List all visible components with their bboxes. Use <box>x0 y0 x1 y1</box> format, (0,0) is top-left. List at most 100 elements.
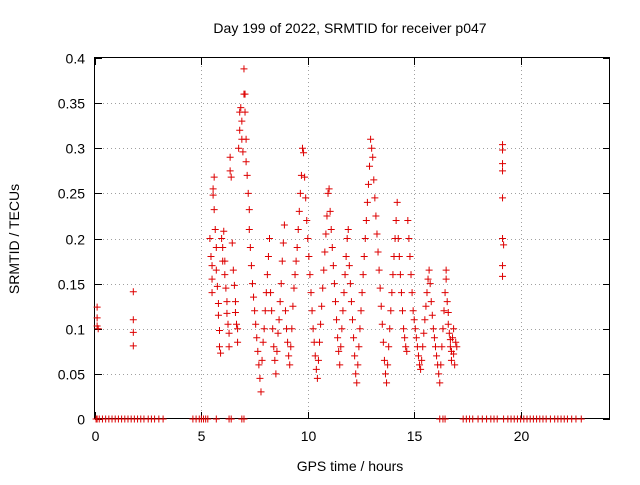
data-point <box>275 316 283 324</box>
data-point <box>267 289 275 297</box>
data-point <box>277 280 285 288</box>
data-point <box>260 325 268 333</box>
data-point <box>269 325 277 333</box>
data-point <box>237 104 245 112</box>
data-point <box>453 343 461 351</box>
data-point <box>426 280 434 288</box>
data-point <box>227 415 235 423</box>
axis-ticks: 0 0.05 0.1 0.15 0.2 0.25 0.3 0.35 0.4 0 5 10 15 20 <box>58 51 610 444</box>
data-point <box>284 338 292 346</box>
data-point <box>255 361 263 369</box>
data-point <box>499 160 507 168</box>
data-point <box>229 266 237 274</box>
data-point <box>209 185 217 193</box>
data-point <box>244 189 252 197</box>
data-point <box>278 257 286 265</box>
data-point <box>207 253 215 261</box>
data-point <box>213 282 221 290</box>
data-point <box>225 343 233 351</box>
data-point <box>219 244 227 252</box>
data-point <box>252 320 260 328</box>
data-point <box>223 298 231 306</box>
data-point <box>226 167 234 175</box>
data-point <box>378 320 386 328</box>
data-point <box>208 275 216 283</box>
data-point <box>303 216 311 224</box>
data-point <box>379 338 387 346</box>
data-point <box>223 309 231 317</box>
x-tick-label: 10 <box>301 428 317 444</box>
data-point <box>333 316 341 324</box>
data-point <box>236 126 244 134</box>
data-point <box>409 307 417 315</box>
data-point <box>257 388 265 396</box>
data-point <box>93 303 101 311</box>
data-point <box>313 374 321 382</box>
data-point <box>212 415 220 423</box>
data-point <box>381 370 389 378</box>
data-point <box>384 361 392 369</box>
data-point <box>247 262 255 270</box>
data-point <box>374 248 382 256</box>
data-point <box>294 225 302 233</box>
data-point <box>316 338 324 346</box>
data-point <box>286 361 294 369</box>
data-point <box>276 298 284 306</box>
data-point <box>241 108 249 116</box>
data-point <box>499 146 507 154</box>
data-point <box>343 235 351 242</box>
data-point <box>235 144 243 152</box>
data-point <box>210 173 218 181</box>
data-point <box>411 325 419 333</box>
data-point <box>338 325 346 333</box>
data-point <box>340 289 348 297</box>
data-point <box>129 288 137 296</box>
data-point <box>264 253 272 261</box>
data-point <box>383 379 391 387</box>
data-point <box>254 347 262 355</box>
data-point <box>306 271 314 279</box>
data-point <box>417 365 425 373</box>
data-point <box>388 289 396 297</box>
data-point <box>363 198 371 206</box>
data-point <box>328 244 336 252</box>
data-point <box>288 325 296 333</box>
data-point <box>438 343 446 351</box>
data-point <box>339 307 347 315</box>
data-point <box>344 225 352 233</box>
data-point <box>240 65 248 73</box>
data-point <box>387 307 395 315</box>
data-point <box>253 334 261 342</box>
data-point <box>349 316 356 324</box>
data-point <box>228 239 236 247</box>
data-point <box>224 320 232 328</box>
x-tick-label: 0 <box>92 428 100 444</box>
data-point <box>441 415 449 423</box>
data-point <box>376 284 384 292</box>
data-point <box>356 325 364 333</box>
data-point <box>242 158 250 166</box>
data-point <box>212 244 220 252</box>
data-point <box>314 356 322 364</box>
data-point <box>300 149 308 157</box>
data-point <box>243 171 251 179</box>
data-point <box>431 343 439 351</box>
data-point <box>221 257 229 265</box>
data-point <box>258 356 266 364</box>
data-point <box>375 266 383 274</box>
data-point <box>442 266 450 274</box>
data-point <box>204 415 212 423</box>
data-point <box>577 415 585 423</box>
data-point <box>320 266 328 274</box>
data-point <box>358 289 366 297</box>
data-point <box>436 379 444 387</box>
data-point <box>212 266 220 274</box>
data-point <box>263 271 271 279</box>
data-point <box>392 216 400 224</box>
x-tick-label: 5 <box>198 428 206 444</box>
data-point <box>423 289 431 297</box>
data-point <box>312 365 320 373</box>
data-point <box>214 299 222 307</box>
data-point <box>342 253 350 261</box>
data-point <box>234 338 242 346</box>
